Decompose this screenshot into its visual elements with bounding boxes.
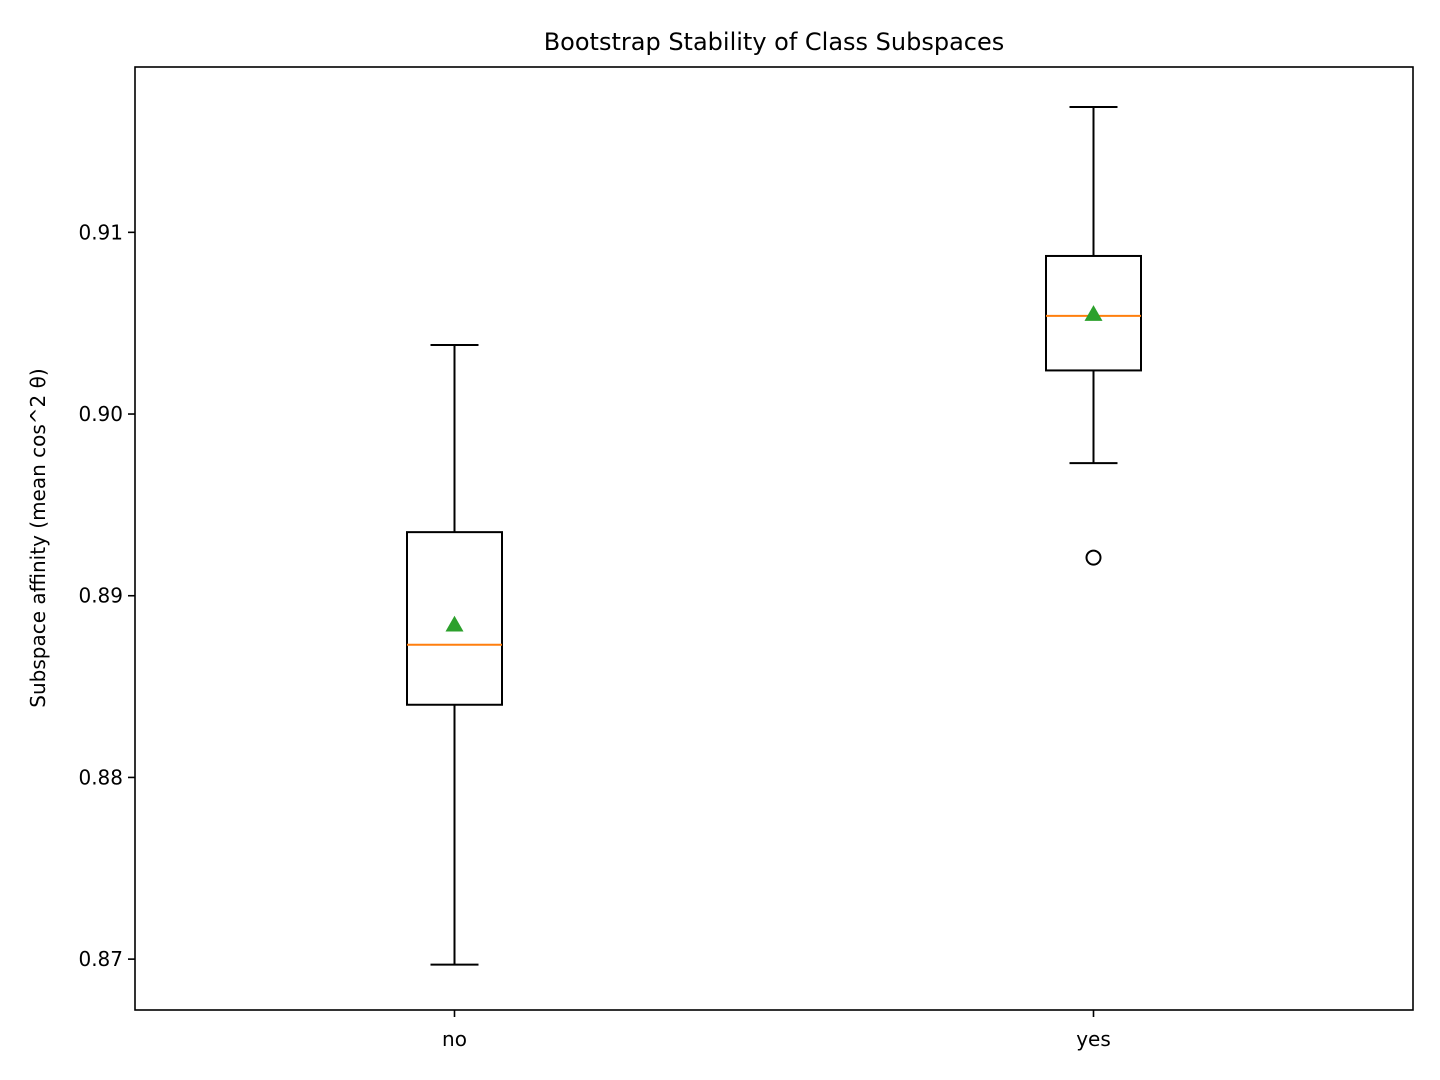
y-tick-label: 0.90 (78, 402, 123, 426)
iqr-box (1045, 254, 1142, 372)
y-tick-label: 0.91 (78, 220, 123, 244)
plot-area-frame (134, 66, 1414, 1011)
y-tick-label: 0.88 (78, 765, 123, 789)
x-tick-label: no (442, 1027, 467, 1051)
mean-marker (445, 615, 464, 632)
outlier-point (1085, 549, 1102, 566)
x-tick-label: yes (1076, 1027, 1111, 1051)
y-axis-label: Subspace affinity (mean cos^2 θ) (26, 368, 50, 707)
chart-title: Bootstrap Stability of Class Subspaces (544, 28, 1005, 56)
mean-marker (1084, 305, 1103, 321)
chart-marks: 0.87 0.88 0.89 0.90 0.91 no yes (78, 105, 1142, 1051)
y-tick-label: 0.87 (78, 947, 123, 971)
y-tick-label: 0.89 (78, 584, 123, 608)
iqr-box (406, 531, 503, 706)
